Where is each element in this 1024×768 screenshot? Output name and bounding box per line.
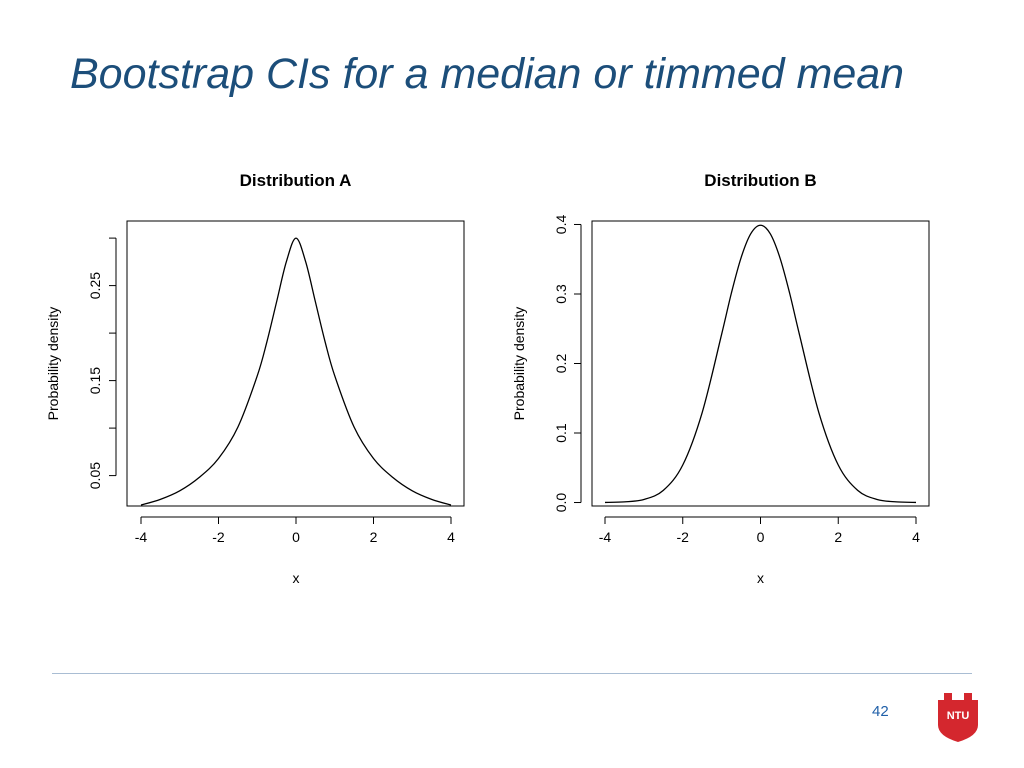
x-tick-label: 0 — [757, 529, 765, 545]
x-tick-label: -4 — [599, 529, 612, 545]
svg-text:NTU: NTU — [947, 710, 970, 722]
y-axis-label: Probability density — [511, 307, 527, 421]
y-tick-label: 0.4 — [553, 215, 569, 235]
x-tick-label: 0 — [292, 529, 300, 545]
x-tick-label: -2 — [677, 529, 690, 545]
chart-title: Distribution B — [704, 171, 816, 190]
x-tick-label: -2 — [212, 529, 225, 545]
y-tick-label: 0.0 — [553, 493, 569, 513]
slide-title: Bootstrap CIs for a median or timmed mea… — [70, 50, 905, 98]
y-tick-label: 0.15 — [87, 367, 103, 394]
y-tick-label: 0.3 — [553, 284, 569, 304]
y-tick-label: 0.05 — [87, 462, 103, 489]
x-axis-label: x — [293, 570, 300, 586]
x-tick-label: 4 — [912, 529, 920, 545]
footer-divider — [52, 673, 972, 674]
x-axis-label: x — [757, 570, 764, 586]
ntu-logo: NTU — [938, 693, 978, 742]
y-tick-label: 0.1 — [553, 423, 569, 443]
x-tick-label: -4 — [135, 529, 148, 545]
chart-a: Distribution A -4 -2 0 2 4 x 0.05 0.15 0.25 Probab… — [45, 171, 465, 586]
x-tick-label: 4 — [447, 529, 455, 545]
plot-frame — [126, 220, 465, 507]
y-tick-label: 0.25 — [87, 272, 103, 299]
x-tick-label: 2 — [834, 529, 842, 545]
chart-title: Distribution A — [240, 171, 352, 190]
x-tick-label: 2 — [370, 529, 378, 545]
density-curve — [604, 224, 917, 504]
density-curve — [140, 237, 452, 506]
plot-frame — [591, 220, 930, 507]
page-number: 42 — [872, 703, 889, 720]
chart-b: Distribution B -4 -2 0 2 4 x 0.0 0.1 0.2 0.3 0.4 Pro… — [511, 171, 930, 586]
y-tick-label: 0.2 — [553, 354, 569, 374]
y-axis-label: Probability density — [45, 307, 61, 421]
charts-area: Distribution A -4 -2 0 2 4 x 0.05 0.15 0.25 Probab… — [45, 171, 930, 586]
